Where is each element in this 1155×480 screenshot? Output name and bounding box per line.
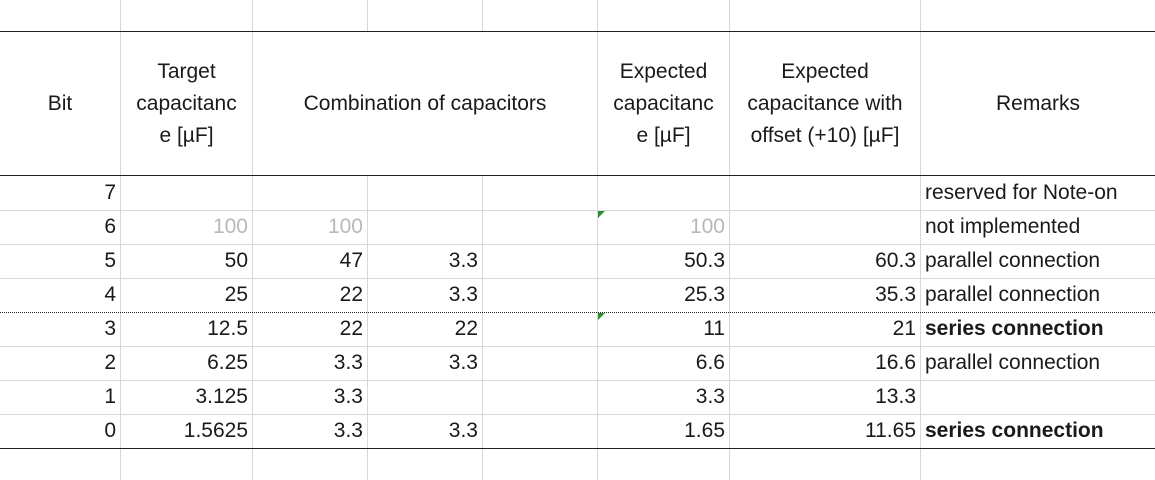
header-remarks[interactable]: Remarks	[921, 32, 1155, 175]
cell-bit[interactable]: 5	[104, 249, 116, 272]
cell-target[interactable]: 50	[224, 249, 248, 272]
cell-remarks[interactable]: reserved for Note-on	[925, 181, 1118, 204]
cell-c2[interactable]: 3.3	[448, 249, 478, 272]
header-bottom-border	[0, 175, 1155, 176]
header-expected-offset[interactable]: Expected capacitance with offset (+10) […	[730, 32, 920, 175]
cell-c2[interactable]: 3.3	[448, 351, 478, 374]
cell-c2[interactable]: 3.3	[448, 283, 478, 306]
gridline	[367, 0, 368, 32]
cell-c2[interactable]	[368, 210, 482, 244]
table-bottom-border	[0, 448, 1155, 449]
cell-offset[interactable]: 21	[892, 317, 916, 340]
cell-remarks[interactable]: parallel connection	[925, 249, 1101, 272]
cell-bit[interactable]: 6	[104, 215, 116, 238]
gridline	[729, 0, 730, 480]
cell-target[interactable]: 1.5625	[183, 419, 248, 442]
cell-expected[interactable]: 100	[689, 215, 725, 238]
gridline	[482, 176, 483, 480]
cell-c1[interactable]: 100	[327, 215, 363, 238]
cell-bit[interactable]: 4	[104, 283, 116, 306]
gridline	[0, 414, 1155, 415]
gridline	[0, 244, 1155, 245]
cell-c2[interactable]: 22	[454, 317, 478, 340]
table-top-border	[0, 31, 1155, 32]
cell-remarks[interactable]: series connection	[925, 317, 1104, 340]
header-combination-text: Combination of capacitors	[303, 91, 547, 115]
cell-expected[interactable]: 6.6	[695, 351, 725, 374]
cell-offset[interactable]	[730, 210, 920, 244]
cell-target[interactable]: 25	[224, 283, 248, 306]
cell-c1[interactable]: 3.3	[333, 385, 363, 408]
header-bit[interactable]: Bit	[0, 32, 120, 175]
header-target-capacitance-text: Target capacitanc e [µF]	[136, 59, 237, 147]
cell-c1[interactable]: 47	[339, 249, 363, 272]
gridline	[0, 346, 1155, 347]
cell-expected[interactable]: 25.3	[684, 283, 725, 306]
cell-remarks[interactable]: parallel connection	[925, 351, 1101, 374]
cell-expected[interactable]: 11	[703, 317, 725, 340]
gridline	[367, 176, 368, 480]
cell-c2[interactable]: 3.3	[448, 419, 478, 442]
header-target-capacitance[interactable]: Target capacitanc e [µF]	[121, 32, 252, 175]
cell-bit[interactable]: 2	[104, 351, 116, 374]
cell-offset[interactable]: 35.3	[875, 283, 916, 306]
cell-c2[interactable]	[368, 176, 482, 210]
cell-c1[interactable]	[253, 176, 367, 210]
gridline	[0, 380, 1155, 381]
gridline	[920, 0, 921, 480]
cell-remarks[interactable]: series connection	[925, 419, 1104, 442]
comment-indicator-icon[interactable]	[598, 211, 605, 218]
gridline	[597, 0, 598, 480]
cell-offset[interactable]: 16.6	[875, 351, 916, 374]
cell-remarks[interactable]: parallel connection	[925, 283, 1101, 306]
dotted-border	[0, 312, 1155, 313]
header-expected-capacitance[interactable]: Expected capacitanc e [µF]	[598, 32, 729, 175]
cell-remarks[interactable]	[921, 380, 1155, 414]
cell-expected[interactable]: 1.65	[684, 419, 725, 442]
cell-offset[interactable]: 13.3	[875, 385, 916, 408]
header-expected-capacitance-text: Expected capacitanc e [µF]	[613, 59, 714, 147]
cell-offset[interactable]	[730, 176, 920, 210]
cell-bit[interactable]: 1	[104, 385, 116, 408]
header-combination[interactable]: Combination of capacitors	[253, 32, 597, 175]
cell-c1[interactable]: 22	[339, 317, 363, 340]
gridline	[120, 0, 121, 480]
cell-bit[interactable]: 0	[104, 419, 116, 442]
gridline	[0, 210, 1155, 211]
cell-target[interactable]: 3.125	[195, 385, 248, 408]
header-remarks-text: Remarks	[995, 91, 1080, 115]
cell-c1[interactable]: 3.3	[333, 351, 363, 374]
cell-target[interactable]: 100	[212, 215, 248, 238]
gridline	[482, 0, 483, 32]
cell-expected[interactable]: 50.3	[684, 249, 725, 272]
comment-indicator-icon[interactable]	[598, 313, 605, 320]
gridline	[0, 278, 1155, 279]
cell-target[interactable]: 6.25	[207, 351, 248, 374]
cell-offset[interactable]: 11.65	[865, 419, 916, 442]
cell-c1[interactable]: 3.3	[333, 419, 363, 442]
header-expected-offset-text: Expected capacitance with offset (+10) […	[747, 59, 903, 147]
cell-target[interactable]	[121, 176, 252, 210]
cell-offset[interactable]: 60.3	[875, 249, 916, 272]
cell-remarks[interactable]: not implemented	[925, 215, 1081, 238]
cell-target[interactable]: 12.5	[207, 317, 248, 340]
cell-bit[interactable]: 7	[104, 181, 116, 204]
cell-expected[interactable]	[598, 176, 729, 210]
cell-expected[interactable]: 3.3	[695, 385, 725, 408]
gridline	[252, 0, 253, 480]
cell-c2[interactable]	[368, 380, 482, 414]
header-bit-text: Bit	[47, 91, 73, 115]
cell-bit[interactable]: 3	[104, 317, 116, 340]
cell-c1[interactable]: 22	[339, 283, 363, 306]
